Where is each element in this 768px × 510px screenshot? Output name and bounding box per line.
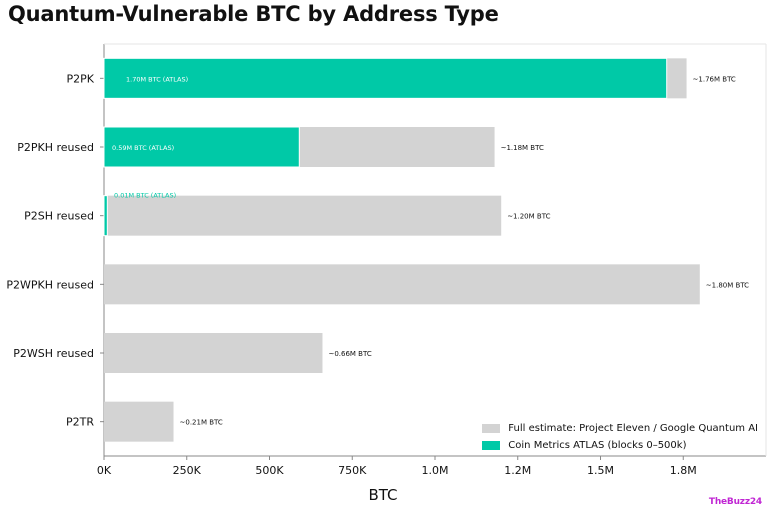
bar-atlas — [103, 126, 300, 168]
bar-label-full-estimate: ~1.20M BTC — [507, 213, 550, 221]
bar-label-atlas: 1.70M BTC (ATLAS) — [126, 75, 188, 83]
legend-swatch-full-estimate — [482, 424, 501, 433]
bar-full-estimate — [104, 401, 174, 442]
bar-label-full-estimate: ~1.76M BTC — [693, 75, 736, 83]
x-tick-label: 500K — [255, 464, 284, 477]
bar-full-estimate — [104, 264, 700, 305]
legend-item-full-estimate[interactable]: Full estimate: Project Eleven / Google Q… — [482, 420, 758, 437]
y-tick-label: P2WPKH reused — [6, 278, 94, 291]
y-tick-label: P2SH reused — [24, 210, 94, 223]
legend-label-full-estimate: Full estimate: Project Eleven / Google Q… — [508, 423, 758, 434]
legend: Full estimate: Project Eleven / Google Q… — [482, 420, 758, 454]
legend-swatch-atlas — [482, 441, 501, 450]
x-tick-label: 250K — [173, 464, 202, 477]
x-tick-label: 750K — [338, 464, 367, 477]
bar-label-full-estimate: ~0.21M BTC — [180, 419, 223, 427]
y-tick-label: P2PKH reused — [17, 141, 94, 154]
chart-title: Quantum-Vulnerable BTC by Address Type — [8, 2, 499, 26]
bar-label-full-estimate: ~0.66M BTC — [328, 350, 371, 358]
x-axis-label: BTC — [368, 486, 397, 504]
legend-item-atlas[interactable]: Coin Metrics ATLAS (blocks 0–500k) — [482, 437, 758, 454]
legend-label-atlas: Coin Metrics ATLAS (blocks 0–500k) — [508, 440, 687, 451]
y-tick-label: P2WSH reused — [13, 347, 94, 360]
watermark-logo: TheBuzz24 — [708, 497, 762, 507]
bar-label-full-estimate: ~1.18M BTC — [501, 144, 544, 152]
bar-label-atlas: 0.01M BTC (ATLAS) — [114, 192, 176, 200]
bar-atlas — [103, 57, 668, 99]
bar-label-atlas: 0.59M BTC (ATLAS) — [112, 144, 174, 152]
bar-full-estimate — [104, 333, 323, 373]
x-tick-label: 1.8M — [670, 464, 697, 477]
y-tick-label: P2PK — [67, 72, 95, 85]
x-tick-label: 0K — [97, 464, 112, 477]
bar-full-estimate — [104, 195, 502, 236]
x-tick-label: 1.5M — [587, 464, 614, 477]
x-tick-label: 1.0M — [422, 464, 449, 477]
x-tick-label: 1.2M — [504, 464, 531, 477]
bar-label-full-estimate: ~1.80M BTC — [706, 281, 749, 289]
bar-atlas — [103, 195, 108, 237]
y-tick-label: P2TR — [66, 416, 94, 429]
